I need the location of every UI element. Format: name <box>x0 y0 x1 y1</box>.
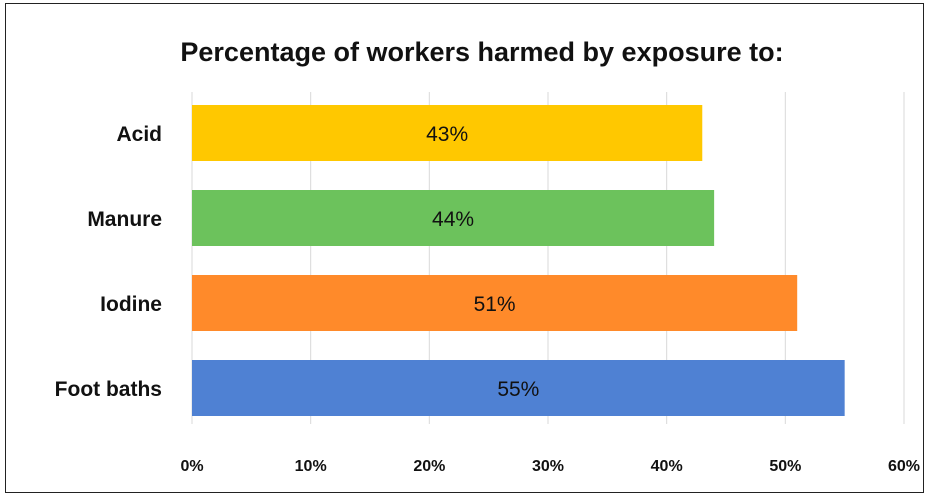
bar <box>192 105 703 161</box>
category-label: Iodine <box>100 293 162 316</box>
bar-value-label: 43% <box>426 123 468 146</box>
bar <box>192 360 845 416</box>
x-tick-label: 10% <box>295 458 327 475</box>
bar <box>192 275 798 331</box>
bar <box>192 190 715 246</box>
x-tick-label: 60% <box>888 458 920 475</box>
category-label: Foot baths <box>55 378 162 401</box>
bar-value-label: 44% <box>432 208 474 231</box>
x-tick-label: 20% <box>413 458 445 475</box>
category-label: Manure <box>87 208 162 231</box>
x-tick-label: 50% <box>769 458 801 475</box>
x-axis-tick-labels: 0% 10% 20% 30% 40% 50% 60% <box>180 458 920 475</box>
bars: 43% 44% 51% 55% <box>192 105 845 416</box>
chart-frame: Percentage of workers harmed by exposure… <box>5 3 924 493</box>
bar-value-label: 55% <box>497 378 539 401</box>
chart-title: Percentage of workers harmed by exposure… <box>180 37 783 67</box>
bar-value-label: 51% <box>474 293 516 316</box>
category-labels: Acid Manure Iodine Foot baths <box>55 123 162 401</box>
x-tick-label: 0% <box>180 458 203 475</box>
x-tick-label: 30% <box>532 458 564 475</box>
x-tick-label: 40% <box>651 458 683 475</box>
bar-chart: Percentage of workers harmed by exposure… <box>55 37 920 475</box>
category-label: Acid <box>116 123 162 146</box>
